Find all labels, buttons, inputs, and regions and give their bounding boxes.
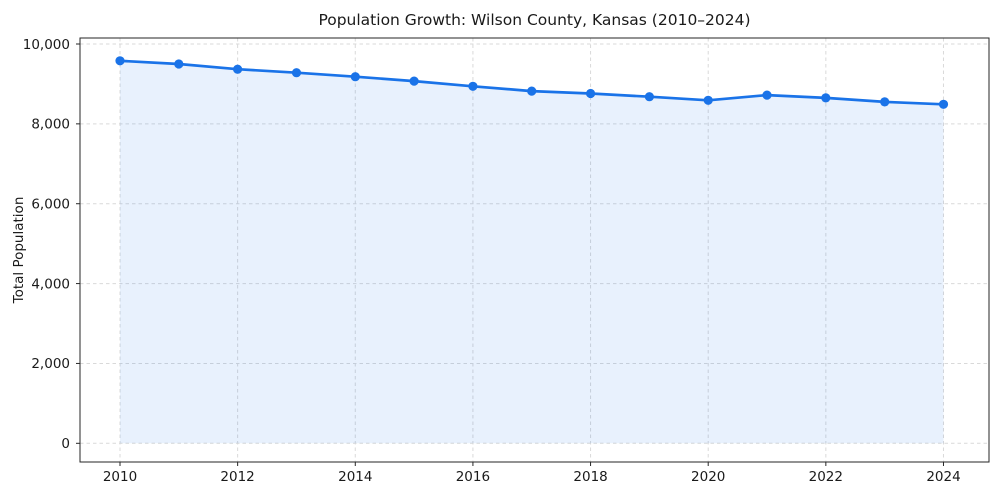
x-tick-label: 2016 [456, 469, 490, 485]
plot-border [79, 37, 990, 463]
x-tick-label: 2024 [926, 469, 960, 485]
data-point-2022 [821, 93, 831, 103]
data-point-2010 [115, 56, 125, 66]
data-point-2016 [468, 81, 478, 91]
chart-title: Population Growth: Wilson County, Kansas… [318, 11, 751, 29]
y-tick-label: 10,000 [23, 37, 70, 53]
x-tick-label: 2018 [573, 469, 607, 485]
x-tick-label: 2012 [220, 469, 254, 485]
x-tick-label: 2022 [809, 469, 843, 485]
data-point-2013 [291, 68, 302, 78]
data-point-2023 [880, 97, 890, 107]
data-point-2024 [938, 99, 949, 109]
data-point-2014 [350, 72, 360, 82]
y-tick-label: 8,000 [31, 117, 70, 133]
y-tick-label: 0 [61, 436, 70, 452]
data-point-2021 [762, 90, 772, 100]
x-tick-label: 2010 [103, 469, 137, 485]
y-tick-label: 4,000 [31, 276, 70, 292]
y-tick-label: 6,000 [31, 197, 70, 213]
x-tick-label: 2014 [338, 469, 372, 485]
data-point-2015 [409, 76, 419, 86]
data-point-2012 [233, 64, 243, 74]
data-point-2017 [527, 86, 537, 96]
data-point-2019 [644, 92, 655, 102]
data-point-2020 [703, 95, 713, 105]
data-point-2011 [174, 59, 184, 69]
area-fill [120, 60, 944, 444]
data-point-2018 [586, 88, 596, 99]
x-tick-label: 2020 [691, 469, 725, 485]
y-tick-label: 2,000 [31, 356, 70, 372]
